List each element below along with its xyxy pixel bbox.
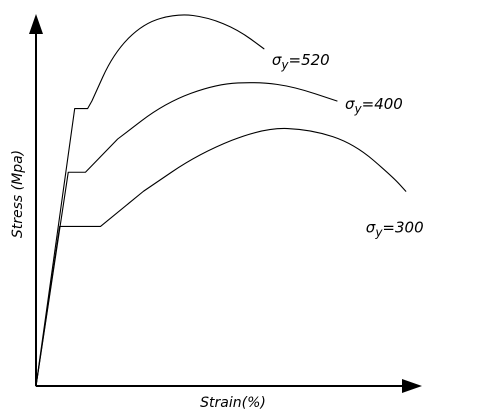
y-axis-label: Stress (Mpa) xyxy=(10,150,26,238)
series-label-300: σy=300 xyxy=(366,218,424,239)
series-value: =300 xyxy=(382,218,423,236)
sigma-symbol: σ xyxy=(345,95,355,113)
series-label-520: σy=520 xyxy=(272,51,330,72)
sigma-symbol: σ xyxy=(272,51,282,69)
x-axis-label: Strain(%) xyxy=(200,395,266,411)
y-axis-arrowhead xyxy=(29,14,43,34)
subscript-y: y xyxy=(354,102,363,116)
series-curve-520 xyxy=(35,14,265,387)
sigma-symbol: σ xyxy=(366,218,376,236)
series-label-400: σy=400 xyxy=(345,95,403,116)
series-value: =400 xyxy=(362,95,403,113)
subscript-y: y xyxy=(280,58,289,72)
subscript-y: y xyxy=(374,225,383,239)
chart-axes xyxy=(29,14,422,393)
x-axis-arrowhead xyxy=(402,379,422,393)
series-curve-300 xyxy=(35,127,407,387)
series-layer xyxy=(35,14,407,387)
series-value: =520 xyxy=(289,51,330,69)
series-curve-400 xyxy=(35,82,338,387)
